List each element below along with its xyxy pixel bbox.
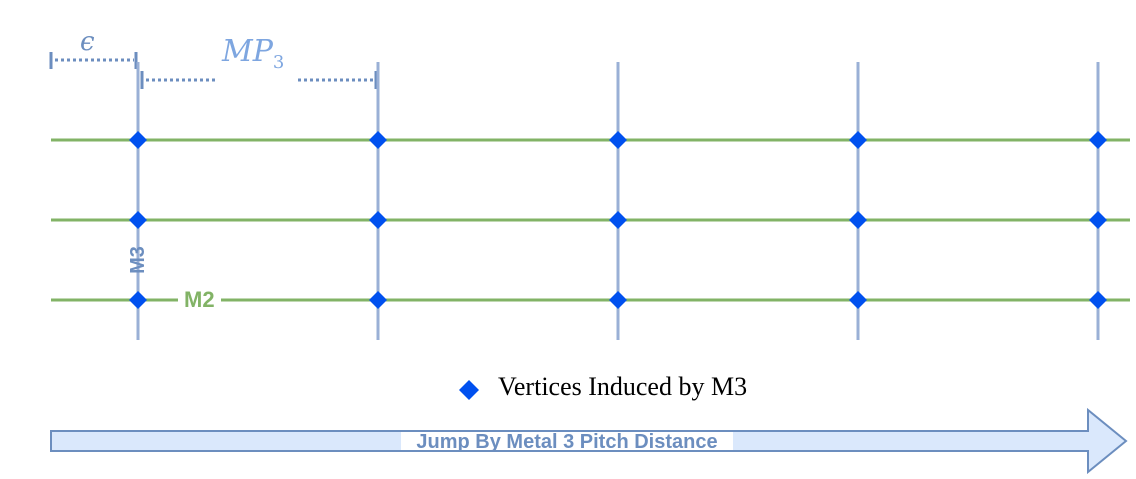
vertex-diamond-icon (609, 131, 627, 149)
vertex-diamond-icon (1089, 211, 1107, 229)
mp3-label: MP3 (222, 34, 284, 73)
vertex-diamond-icon (129, 131, 147, 149)
vertex-diamond-icon (369, 211, 387, 229)
m3-track-label: M3 (127, 246, 149, 274)
vertex-diamond-icon (609, 211, 627, 229)
m2-track-label: M2 (178, 287, 221, 313)
vertex-diamond-icon (1089, 131, 1107, 149)
vertex-diamond-icon (369, 131, 387, 149)
vertex-diamond-icon (849, 131, 867, 149)
vertex-diamond-icon (609, 291, 627, 309)
vertex-diamond-icon (1089, 291, 1107, 309)
epsilon-dimension (49, 52, 138, 69)
vertices (129, 131, 1107, 309)
vertex-diamond-icon (369, 291, 387, 309)
vertex-diamond-icon (129, 291, 147, 309)
vertex-diamond-icon (849, 211, 867, 229)
legend-diamond-icon (459, 380, 479, 400)
jump-arrow-label: Jump By Metal 3 Pitch Distance (416, 431, 718, 453)
vertex-diamond-icon (129, 211, 147, 229)
mp3-main-text: MP (222, 34, 273, 69)
mp3-dimension (140, 71, 378, 89)
epsilon-label: ϵ (80, 27, 95, 57)
legend-text: Vertices Induced by M3 (498, 372, 748, 401)
vertex-diamond-icon (849, 291, 867, 309)
m2-tracks (51, 138, 1130, 302)
mp3-subscript: 3 (272, 52, 285, 73)
